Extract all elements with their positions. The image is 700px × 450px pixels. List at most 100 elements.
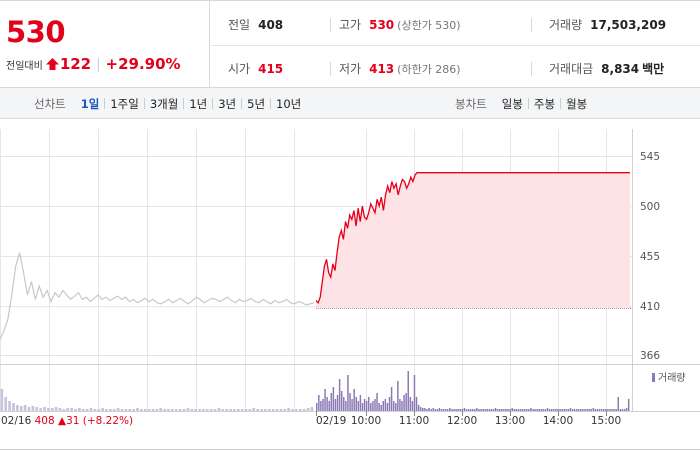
tab-line-period-0[interactable]: 1일 [80,96,100,111]
volume-bar-prev [167,409,170,411]
volume-bar-prev [287,408,291,411]
volume-bar-today [330,393,333,411]
volume-bar-today [496,409,499,411]
change-label: 전일대비 [6,60,43,72]
x-tick-label: 13:00 [495,415,525,427]
volume-bar-today [530,408,532,411]
volume-bar-today [461,409,464,411]
volume-bar-today [359,395,362,411]
volume-bar-today [476,408,478,411]
volume-bar-prev [147,409,151,411]
volume-bar-prev [202,409,205,411]
volume-bar-today [463,408,466,411]
volume-bar-today [536,409,538,411]
volume-bar-prev [8,401,11,411]
y-tick-label: 410 [640,301,660,313]
volume-bar-today [540,409,543,411]
volume-bar-today [378,403,380,411]
volume-bar-today [580,409,582,411]
tab-line-period-3[interactable]: 1년 [189,96,208,111]
tab-line-period-6[interactable]: 10년 [276,96,302,111]
volume-bar-today [534,409,536,411]
tab-candle-period-0[interactable]: 일봉 [501,96,523,111]
change-rate: +29.90% [105,55,181,73]
stat-value: 413 [369,62,395,76]
today-price-area [316,172,630,309]
stat-value: 408 [258,18,284,32]
volume-bar-today [424,408,426,411]
volume-bar-prev [256,409,260,411]
volume-bar-today [444,409,447,411]
stat-value: 8,834 [601,62,640,76]
volume-bar-today [605,409,607,411]
volume-bar-today [392,401,395,411]
volume-bar-prev [12,403,15,411]
volume-bar-prev [112,409,116,411]
volume-bar-today [357,401,360,411]
volume-bar-today [623,409,626,411]
volume-bar-prev [302,409,306,411]
tab-line-period-1[interactable]: 1주일 [110,96,139,111]
volume-bar-today [474,409,476,411]
volume-bar-today [428,408,430,411]
volume-bar-today [596,409,599,411]
stat-sub: (상한가 530) [397,19,461,32]
volume-bar-today [349,393,351,411]
change-separator: | [96,56,101,72]
prev-day-price-line [0,252,315,340]
volume-bar-prev [74,409,77,411]
volume-bar-prev [225,409,229,411]
stat-divider [330,62,331,76]
stat-low: 저가 413 (하한가 286) [339,60,461,77]
volume-bar-today [340,391,343,411]
volume-bar-prev [62,409,66,411]
tab-line-period-5[interactable]: 5년 [247,96,266,111]
volume-bar-today [515,409,518,411]
summary-row-divider [211,45,700,46]
tab-candle-period-2[interactable]: 월봉 [566,96,588,111]
volume-bar-prev [43,407,46,411]
today-price-line [315,172,630,304]
volume-bar-prev [248,409,252,411]
tab-candle-period-1[interactable]: 주봉 [533,96,556,111]
volume-bar-prev [240,409,244,411]
volume-bar-prev [221,409,225,411]
volume-bar-prev [233,409,236,411]
tab-line-period-2[interactable]: 3개월 [149,96,179,111]
volume-bar-prev [310,407,314,411]
volume-bar-today [415,397,418,411]
volume-bar-prev [171,409,174,411]
line-chart-label: 선차트 [34,96,66,111]
volume-bar-prev [109,409,112,411]
volume-bar-today [478,409,480,411]
volume-bar-prev [27,407,31,411]
volume-bar-today [509,409,511,411]
volume-bar-today [453,409,455,411]
volume-bar-today [484,409,486,411]
volume-bar-today [542,409,545,411]
volume-bar-prev [16,405,19,411]
stat-label: 거래대금 [549,62,594,76]
volume-bar-prev [151,409,155,411]
volume-bar-today [467,409,470,411]
volume-bar-prev [275,409,279,411]
volume-bar-today [517,409,520,411]
volume-bar-today [507,409,509,411]
volume-legend-label: 거래량 [658,372,686,384]
volume-bar-today [584,409,586,411]
volume-bar-today [553,409,555,411]
volume-bar-today [571,409,574,411]
volume-bar-today [361,403,364,411]
volume-bar-today [503,409,505,411]
tab-line-period-4[interactable]: 3년 [218,96,237,111]
volume-bar-prev [252,408,256,411]
volume-bar-today [403,395,405,411]
volume-bar-today [538,409,540,411]
y-tick-label: 455 [640,251,660,263]
volume-bar-today [578,409,580,411]
volume-bar-prev [47,408,50,411]
volume-bar-prev [120,409,124,411]
volume-bar-today [617,397,620,411]
volume-bar-today [322,399,324,411]
volume-bar-prev [128,409,132,411]
